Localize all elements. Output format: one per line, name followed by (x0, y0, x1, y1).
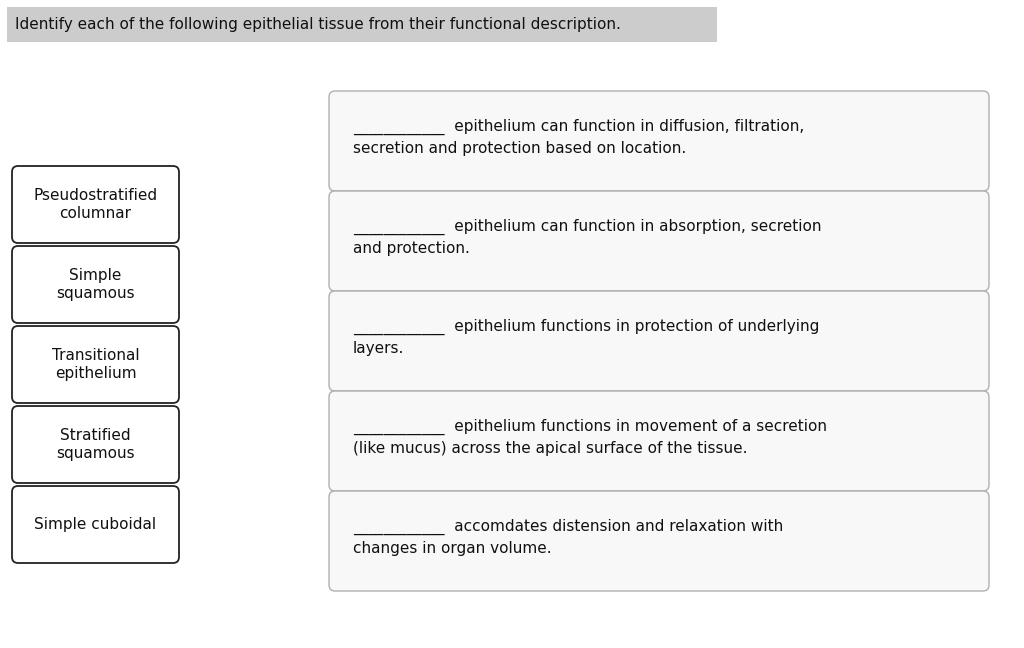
FancyBboxPatch shape (329, 291, 989, 391)
Text: ____________  epithelium can function in absorption, secretion: ____________ epithelium can function in … (353, 219, 821, 235)
Text: (like mucus) across the apical surface of the tissue.: (like mucus) across the apical surface o… (353, 441, 748, 456)
Text: Simple cuboidal: Simple cuboidal (35, 517, 157, 532)
Text: Simple
squamous: Simple squamous (56, 268, 135, 301)
Bar (7, 7, 717, 42)
FancyBboxPatch shape (12, 166, 179, 243)
Text: and protection.: and protection. (353, 241, 470, 256)
Text: Identify each of the following epithelial tissue from their functional descripti: Identify each of the following epithelia… (15, 17, 621, 32)
FancyBboxPatch shape (12, 406, 179, 483)
Text: ____________  accomdates distension and relaxation with: ____________ accomdates distension and r… (353, 519, 783, 535)
FancyBboxPatch shape (329, 191, 989, 291)
FancyBboxPatch shape (12, 486, 179, 563)
FancyBboxPatch shape (12, 326, 179, 403)
Text: Pseudostratified
columnar: Pseudostratified columnar (34, 189, 158, 221)
Text: changes in organ volume.: changes in organ volume. (353, 541, 552, 556)
Text: Transitional
epithelium: Transitional epithelium (51, 349, 139, 381)
Text: layers.: layers. (353, 341, 404, 356)
FancyBboxPatch shape (329, 491, 989, 591)
FancyBboxPatch shape (329, 391, 989, 491)
Text: secretion and protection based on location.: secretion and protection based on locati… (353, 141, 686, 156)
Text: ____________  epithelium functions in protection of underlying: ____________ epithelium functions in pro… (353, 319, 819, 335)
FancyBboxPatch shape (329, 91, 989, 191)
Text: Stratified
squamous: Stratified squamous (56, 428, 135, 461)
Text: ____________  epithelium can function in diffusion, filtration,: ____________ epithelium can function in … (353, 119, 804, 135)
FancyBboxPatch shape (12, 246, 179, 323)
Text: ____________  epithelium functions in movement of a secretion: ____________ epithelium functions in mov… (353, 419, 827, 435)
